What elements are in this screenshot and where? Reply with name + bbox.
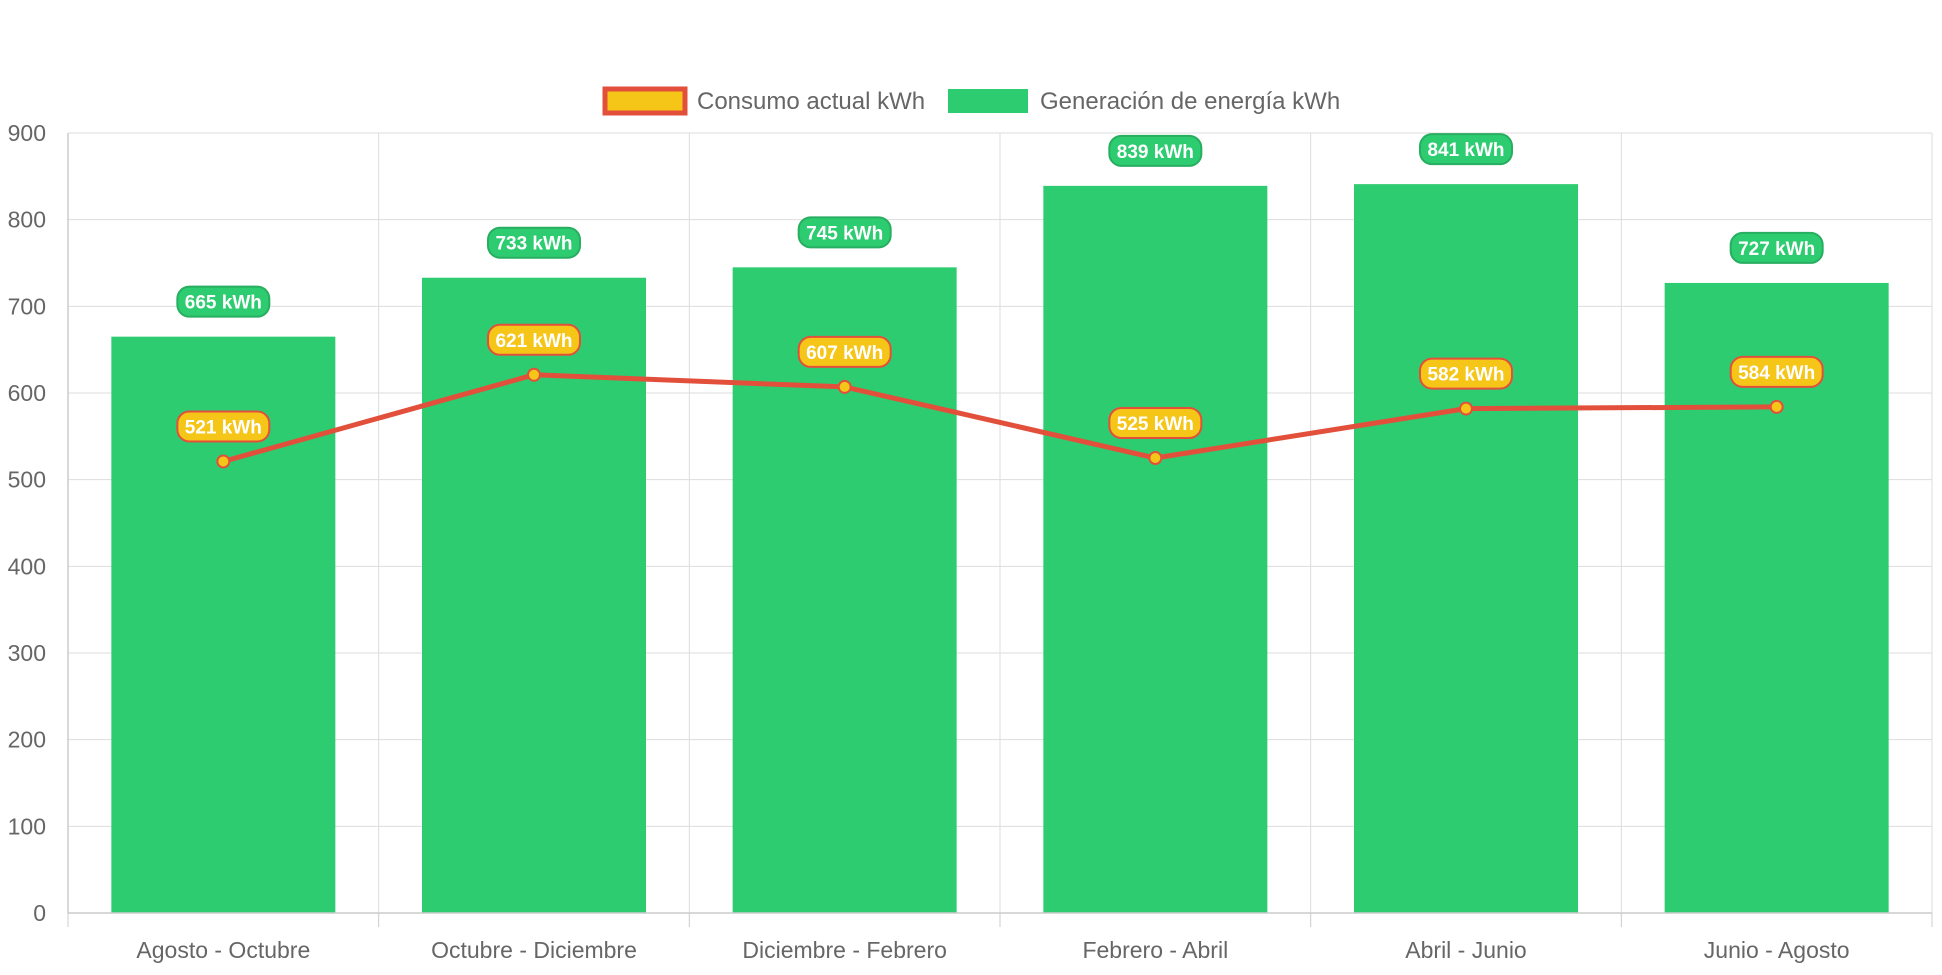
line-data-label-badge <box>1108 407 1203 439</box>
line-data-label-text: 607 kWh <box>806 343 883 364</box>
line-data-label: 582 kWh <box>1419 357 1513 390</box>
y-tick-label: 800 <box>8 207 46 233</box>
x-tick-label: Febrero - Abril <box>1082 937 1228 963</box>
bar <box>1043 185 1268 913</box>
axes: 0 100 200 300 400 500 600 700 800 900 Agosto - Oct… <box>8 120 1933 963</box>
bar-data-label-badge <box>1729 231 1824 264</box>
line-data-label: 584 kWh <box>1729 355 1824 388</box>
data-labels: 665 kWh 733 kWh 745 kWh 839 kWh 841 kWh 727 k… <box>176 133 1824 443</box>
bar-data-label-badge <box>1108 134 1203 167</box>
legend: Consumo actual kWh Generación de energía … <box>602 86 1340 116</box>
grid-lines <box>67 132 1933 914</box>
line-data-label-badge <box>1419 357 1513 390</box>
x-tick-label: Diciembre - Febrero <box>742 937 947 963</box>
bar-data-label: 733 kWh <box>487 226 581 259</box>
series-line <box>220 372 1780 464</box>
y-tick-label: 0 <box>33 900 46 926</box>
y-tick-label: 900 <box>8 120 46 146</box>
y-tick-label: 200 <box>8 727 46 753</box>
y-tick-label: 400 <box>8 553 46 579</box>
bar-data-label: 665 kWh <box>176 285 271 318</box>
line-data-label: 525 kWh <box>1108 407 1203 439</box>
y-tick-label: 300 <box>8 640 46 666</box>
line-data-label-text: 621 kWh <box>495 331 572 352</box>
bar-data-label-badge <box>487 226 581 259</box>
bar-data-label-text: 733 kWh <box>495 234 572 255</box>
line-point <box>527 367 541 382</box>
x-tick-label: Abril - Junio <box>1405 937 1526 963</box>
bar-data-label: 727 kWh <box>1729 231 1824 264</box>
legend-swatch-generacion <box>948 89 1028 113</box>
bar-data-label-text: 839 kWh <box>1117 142 1194 163</box>
bar-data-label-text: 841 kWh <box>1427 140 1504 161</box>
line-data-label-text: 582 kWh <box>1427 365 1504 386</box>
bar-data-label: 839 kWh <box>1108 134 1203 167</box>
bar-data-label: 841 kWh <box>1419 133 1513 166</box>
y-tick-label: 700 <box>8 293 46 319</box>
y-tick-label: 100 <box>8 813 46 839</box>
line-series <box>216 367 1784 469</box>
bar <box>1354 184 1578 914</box>
line-data-label: 521 kWh <box>176 410 271 443</box>
line-point <box>216 454 231 469</box>
line-data-label-text: 584 kWh <box>1738 363 1815 384</box>
bar-series <box>111 184 1889 914</box>
x-tick-label: Junio - Agosto <box>1704 937 1850 963</box>
line-data-label: 607 kWh <box>797 335 892 368</box>
bar-data-label-badge <box>797 216 892 249</box>
bar-data-label-badge <box>176 285 271 318</box>
line-point <box>1459 401 1473 416</box>
bar <box>422 277 646 913</box>
line-data-label-text: 525 kWh <box>1117 414 1194 435</box>
bar-data-label-badge <box>1419 133 1513 166</box>
bar-data-label-text: 745 kWh <box>806 223 883 244</box>
line-data-label-badge <box>1729 355 1824 388</box>
bar <box>1664 282 1889 913</box>
y-tick-label: 600 <box>8 380 46 406</box>
bar-data-label: 745 kWh <box>797 216 892 249</box>
line-point <box>1769 399 1784 414</box>
bar-data-label-text: 665 kWh <box>185 293 262 314</box>
y-tick-label: 500 <box>8 467 46 493</box>
line-data-label-badge <box>797 335 892 368</box>
line-data-label-text: 521 kWh <box>185 417 262 438</box>
x-tick-label: Octubre - Diciembre <box>431 937 637 963</box>
bar-data-label-text: 727 kWh <box>1738 239 1815 260</box>
legend-label-consumo: Consumo actual kWh <box>697 88 925 115</box>
line-data-label-badge <box>487 323 581 356</box>
legend-label-generacion: Generación de energía kWh <box>1040 88 1340 115</box>
legend-swatch-consumo <box>602 86 688 116</box>
x-tick-label: Agosto - Octubre <box>136 937 310 963</box>
line-data-label: 621 kWh <box>487 323 581 356</box>
line-point <box>837 379 852 394</box>
line-point <box>1148 451 1163 465</box>
bar <box>732 267 957 913</box>
line-data-label-badge <box>176 410 271 443</box>
